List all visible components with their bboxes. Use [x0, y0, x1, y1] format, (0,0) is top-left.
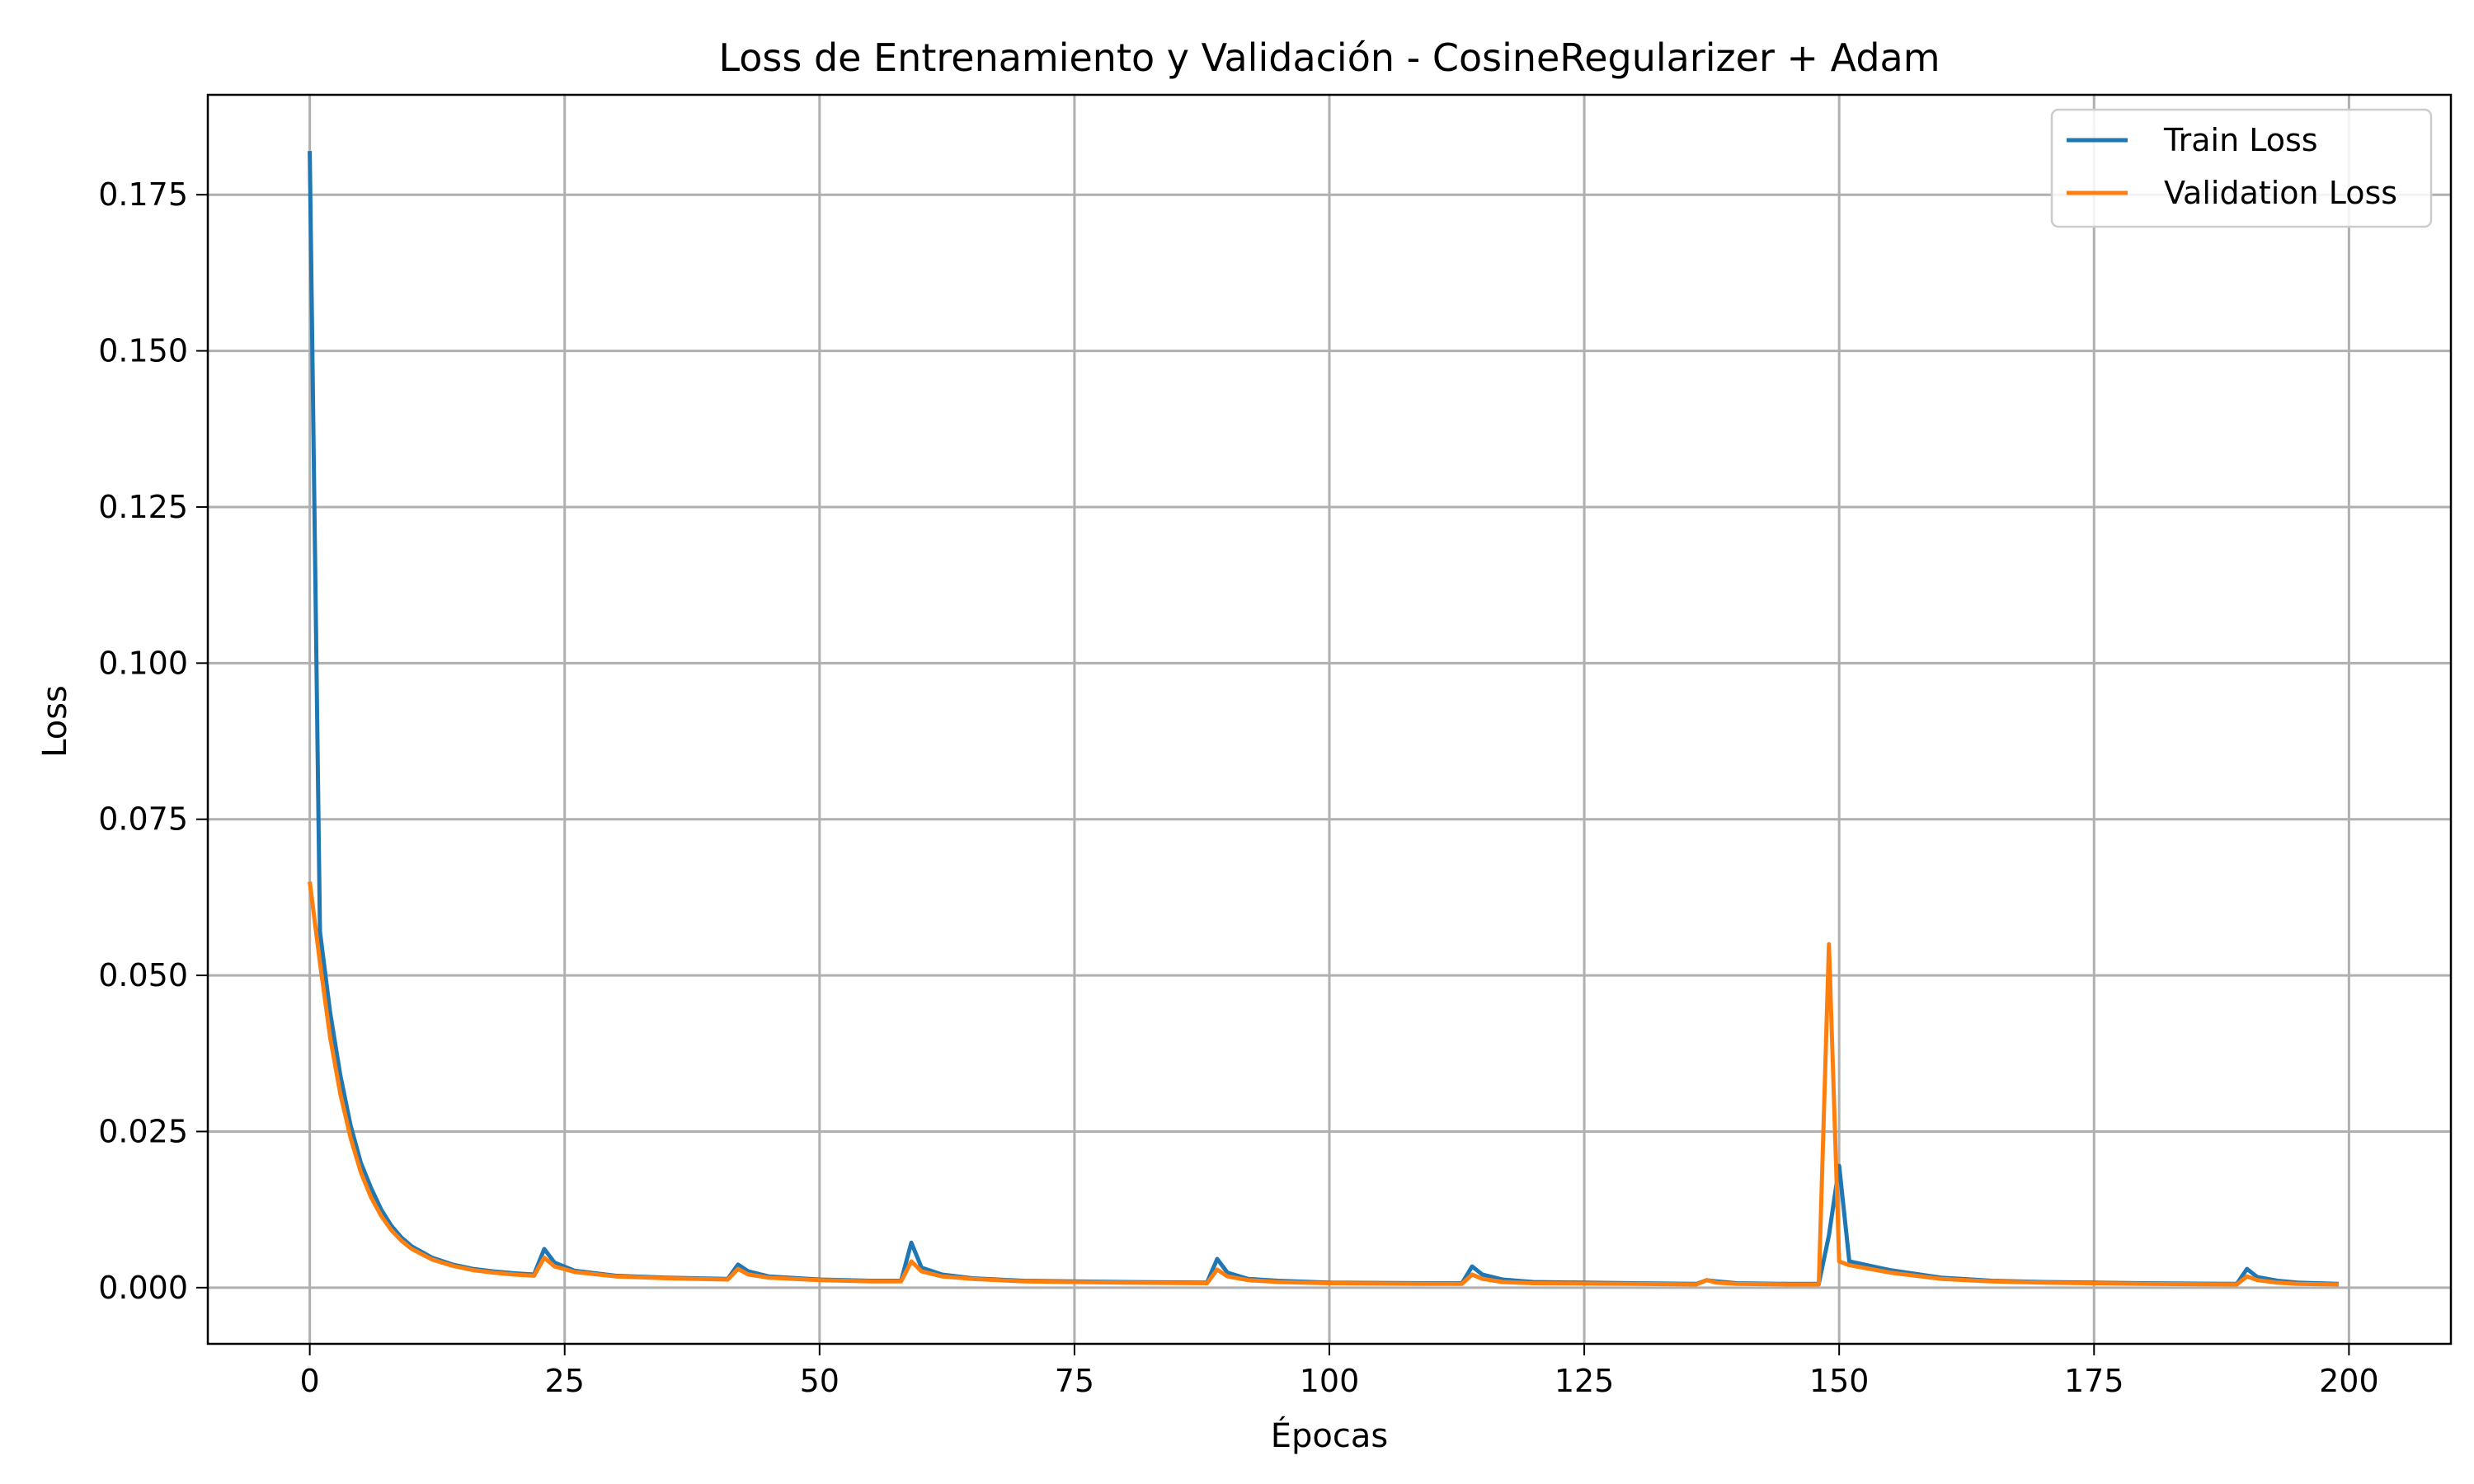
tick-layer: 0 25 50 75 100 125 150 175 200 0.000 0.025 0.050 0.0… — [98, 176, 2378, 1399]
chart-title: Loss de Entrenamiento y Validación - Cos… — [718, 35, 1940, 80]
legend: Train Loss Validation Loss — [2050, 108, 2433, 228]
y-tick-label: 0.050 — [98, 957, 188, 993]
y-tick-label: 0.025 — [98, 1113, 188, 1149]
y-tick-label: 0.100 — [98, 645, 188, 681]
x-tick-label: 25 — [545, 1363, 585, 1399]
x-tick-label: 150 — [1809, 1363, 1870, 1399]
y-axis-title: Loss — [36, 685, 74, 758]
y-tick-label: 0.175 — [98, 176, 188, 213]
x-tick-label: 0 — [300, 1363, 320, 1399]
validation-loss-line — [308, 881, 2340, 1287]
validation-loss-legend-label: Validation Loss — [2164, 175, 2397, 211]
series-layer — [308, 151, 2340, 1287]
x-tick-label: 175 — [2064, 1363, 2124, 1399]
x-tick-label: 200 — [2319, 1363, 2379, 1399]
y-tick-label: 0.000 — [98, 1270, 188, 1306]
legend-box — [2050, 108, 2433, 228]
train-loss-legend-label: Train Loss — [2163, 122, 2318, 158]
x-tick-label: 75 — [1055, 1363, 1094, 1399]
y-tick-label: 0.125 — [98, 489, 188, 525]
x-tick-label: 50 — [800, 1363, 840, 1399]
x-axis-title: Épocas — [1271, 1416, 1388, 1455]
y-tick-label: 0.075 — [98, 801, 188, 838]
x-tick-label: 125 — [1554, 1363, 1615, 1399]
grid — [208, 95, 2451, 1344]
x-tick-label: 100 — [1300, 1363, 1360, 1399]
y-tick-label: 0.150 — [98, 333, 188, 369]
